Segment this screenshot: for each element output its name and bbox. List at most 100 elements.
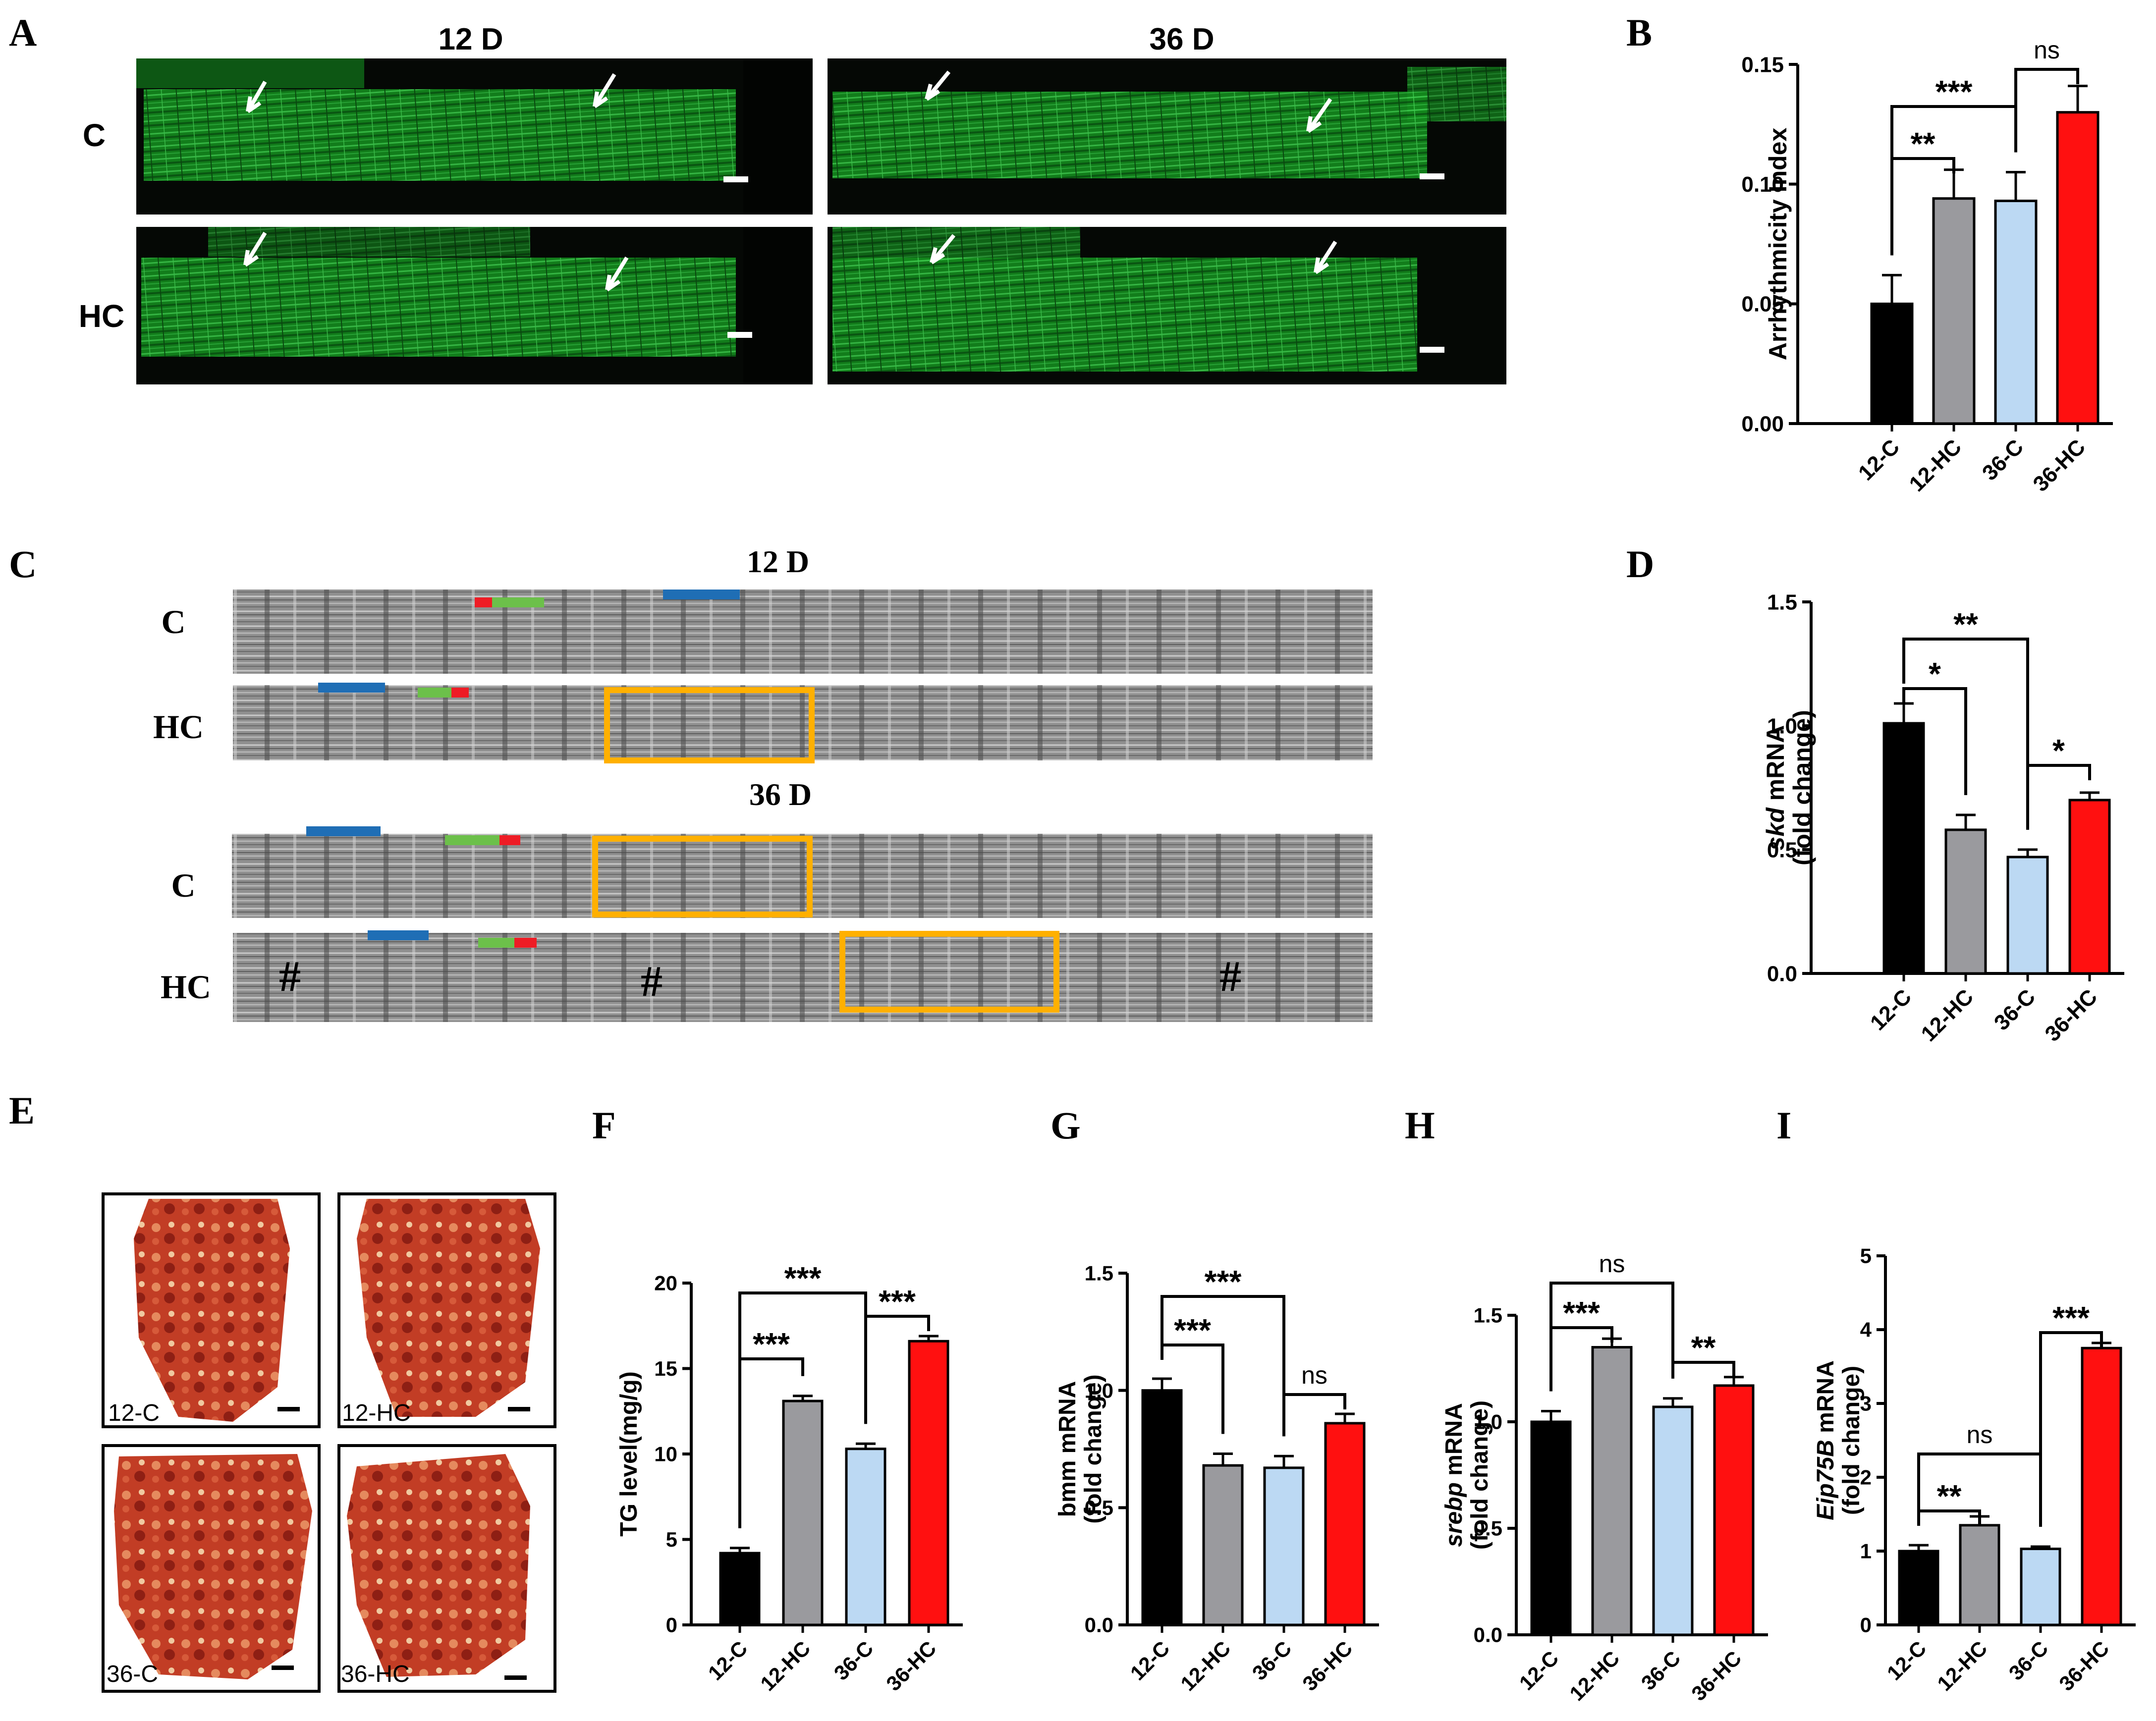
panel-a-col-12d: 12 D <box>439 22 503 56</box>
y-axis-label: srebp mRNA <box>1441 1403 1467 1547</box>
significance-label: *** <box>753 1326 790 1362</box>
x-tick-label: 12-HC <box>1176 1636 1235 1695</box>
significance-label: ns <box>1967 1421 1993 1449</box>
bar <box>1713 1384 1755 1636</box>
y-axis-label-units: (fold change) <box>1467 1400 1493 1550</box>
y-axis-label-gene: Eip75B <box>1813 1433 1839 1520</box>
y-tick-label: 0 <box>666 1613 677 1637</box>
bar <box>1932 197 1976 425</box>
panel-a-row-c: C <box>83 117 106 153</box>
significance-label: * <box>2052 733 2065 768</box>
x-tick-label: 36-C <box>2004 1636 2053 1685</box>
y-tick-label: 4 <box>1860 1318 1872 1342</box>
bar <box>845 1448 886 1626</box>
abdomen-image-36hc: 36-HC <box>337 1444 556 1693</box>
chart-b: 0.00 0.05 0.10 0.15 12-C 12-HC 36-C 36-HC Arrhyt… <box>1741 36 2113 496</box>
panel-a: 12 D 36 D C HC <box>79 22 1506 384</box>
abdomen-image-12c: 12-C <box>102 1192 321 1428</box>
panel-c-row-hc-12d: HC <box>153 708 204 746</box>
y-tick-label: 0.5 <box>1767 838 1797 862</box>
y-tick-label: 0.15 <box>1741 53 1784 77</box>
y-tick-label: 15 <box>654 1357 677 1380</box>
y-axis-label: Arrhythmicity Index <box>1764 128 1792 361</box>
y-axis-label: Eip75B mRNA <box>1813 1360 1839 1520</box>
x-tick-label: 12-HC <box>1565 1646 1624 1705</box>
panel-e: 12-C 12-HC 36-C 36-HC <box>102 1192 556 1693</box>
bar <box>1959 1524 2000 1626</box>
abdomen-label-36c: 36-C <box>107 1661 158 1687</box>
y-axis-label-units: (fold change) <box>1838 1366 1865 1515</box>
y-tick-label: 0.10 <box>1741 172 1784 197</box>
x-tick-label: 12-C <box>1882 1636 1931 1685</box>
kymograph-12d-hc <box>233 683 1373 763</box>
bar <box>719 1552 761 1626</box>
panel-c: 12 D 36 D C HC C HC <box>153 544 1373 1022</box>
significance-bracket <box>2026 764 2091 830</box>
micrograph-36d-hc <box>828 227 1506 384</box>
x-tick-label: 12-HC <box>1905 434 1967 496</box>
micrograph-12d-hc <box>136 227 813 384</box>
y-axis-label: TG level(mg/g) <box>616 1371 642 1536</box>
chart-d: 0.0 0.5 1.0 1.5 12-C 12-HC 36-C 36-HC skd mRNA(f… <box>1762 590 2124 1046</box>
x-tick-label: 12-C <box>1515 1646 1563 1695</box>
x-tick-label: 36-HC <box>2041 984 2102 1046</box>
chart-h: 0.0 0.5 1.0 1.5 12-C 12-HC 36-C 36-HC srebp mRNA… <box>1441 1250 1768 1705</box>
x-tick-label: 12-C <box>1854 434 1904 485</box>
y-tick-label: 0.05 <box>1741 292 1784 317</box>
significance-label: ** <box>1953 606 1978 642</box>
significance-label: *** <box>1205 1264 1242 1299</box>
panel-a-col-36d: 36 D <box>1150 22 1215 56</box>
significance-bracket <box>1902 638 2029 830</box>
y-axis-label: bmm mRNA <box>1054 1381 1081 1517</box>
panel-c-row-hc-36d: HC <box>161 968 211 1006</box>
significance-label: *** <box>784 1260 822 1296</box>
bar <box>2081 1346 2122 1626</box>
micrograph-36d-c <box>828 58 1506 215</box>
y-tick-label: 1 <box>1860 1540 1872 1563</box>
bar <box>1141 1389 1183 1626</box>
abdomen-label-36hc: 36-HC <box>341 1661 410 1687</box>
bar <box>1944 828 1987 975</box>
x-tick-label: 36-C <box>1637 1646 1685 1695</box>
kymograph-36d-c <box>232 826 1373 918</box>
y-axis-label: skd mRNA <box>1762 725 1789 851</box>
x-tick-label: 36-C <box>1248 1636 1296 1685</box>
y-axis-label-gene: skd <box>1762 801 1789 850</box>
panel-label-i: I <box>1776 1104 1791 1147</box>
y-tick-label: 2 <box>1860 1466 1872 1489</box>
x-tick-label: 36-HC <box>2054 1636 2113 1695</box>
y-tick-label: 0.5 <box>1474 1517 1502 1540</box>
panel-a-row-hc: HC <box>79 298 124 334</box>
panel-c-row-c-36d: C <box>171 866 195 904</box>
y-tick-label: 0.0 <box>1767 962 1797 986</box>
y-tick-label: 0.0 <box>1474 1623 1502 1647</box>
hash-mark: # <box>1219 953 1241 1001</box>
y-tick-label: 5 <box>1860 1244 1872 1268</box>
bar <box>1994 200 2038 425</box>
chart-i: 0 1 2 3 4 5 12-C 12-HC 36-C 36-HC Eip75B mRNA (fold… <box>1813 1244 2136 1695</box>
panel-label-h: H <box>1405 1104 1435 1147</box>
panel-label-c: C <box>9 542 37 586</box>
bar <box>1324 1422 1366 1626</box>
y-tick-label: 0 <box>1860 1613 1872 1637</box>
bar <box>2020 1548 2061 1626</box>
significance-label: *** <box>879 1284 916 1319</box>
y-tick-label: 0.00 <box>1741 412 1784 436</box>
hash-mark: # <box>279 953 301 1001</box>
significance-bracket <box>1161 1295 1285 1437</box>
y-tick-label: 1.0 <box>1085 1379 1113 1402</box>
y-axis-label-gene: srebp <box>1441 1476 1467 1547</box>
bar <box>2068 799 2111 975</box>
bar <box>1898 1550 1939 1626</box>
chart-f: 0 5 10 15 20 12-C 12-HC 36-C 36-HC TG level(mg/g)… <box>616 1260 963 1695</box>
panel-c-row-c-12d: C <box>161 603 185 641</box>
significance-label: ** <box>1937 1478 1962 1514</box>
abdomen-image-12hc: 12-HC <box>337 1192 556 1428</box>
significance-bracket <box>2014 68 2079 153</box>
x-tick-label: 12-C <box>1866 984 1916 1035</box>
x-tick-label: 36-C <box>1978 434 2028 485</box>
x-tick-label: 36-HC <box>1298 1636 1357 1695</box>
y-tick-label: 5 <box>666 1528 677 1551</box>
panel-label-f: F <box>592 1104 616 1147</box>
